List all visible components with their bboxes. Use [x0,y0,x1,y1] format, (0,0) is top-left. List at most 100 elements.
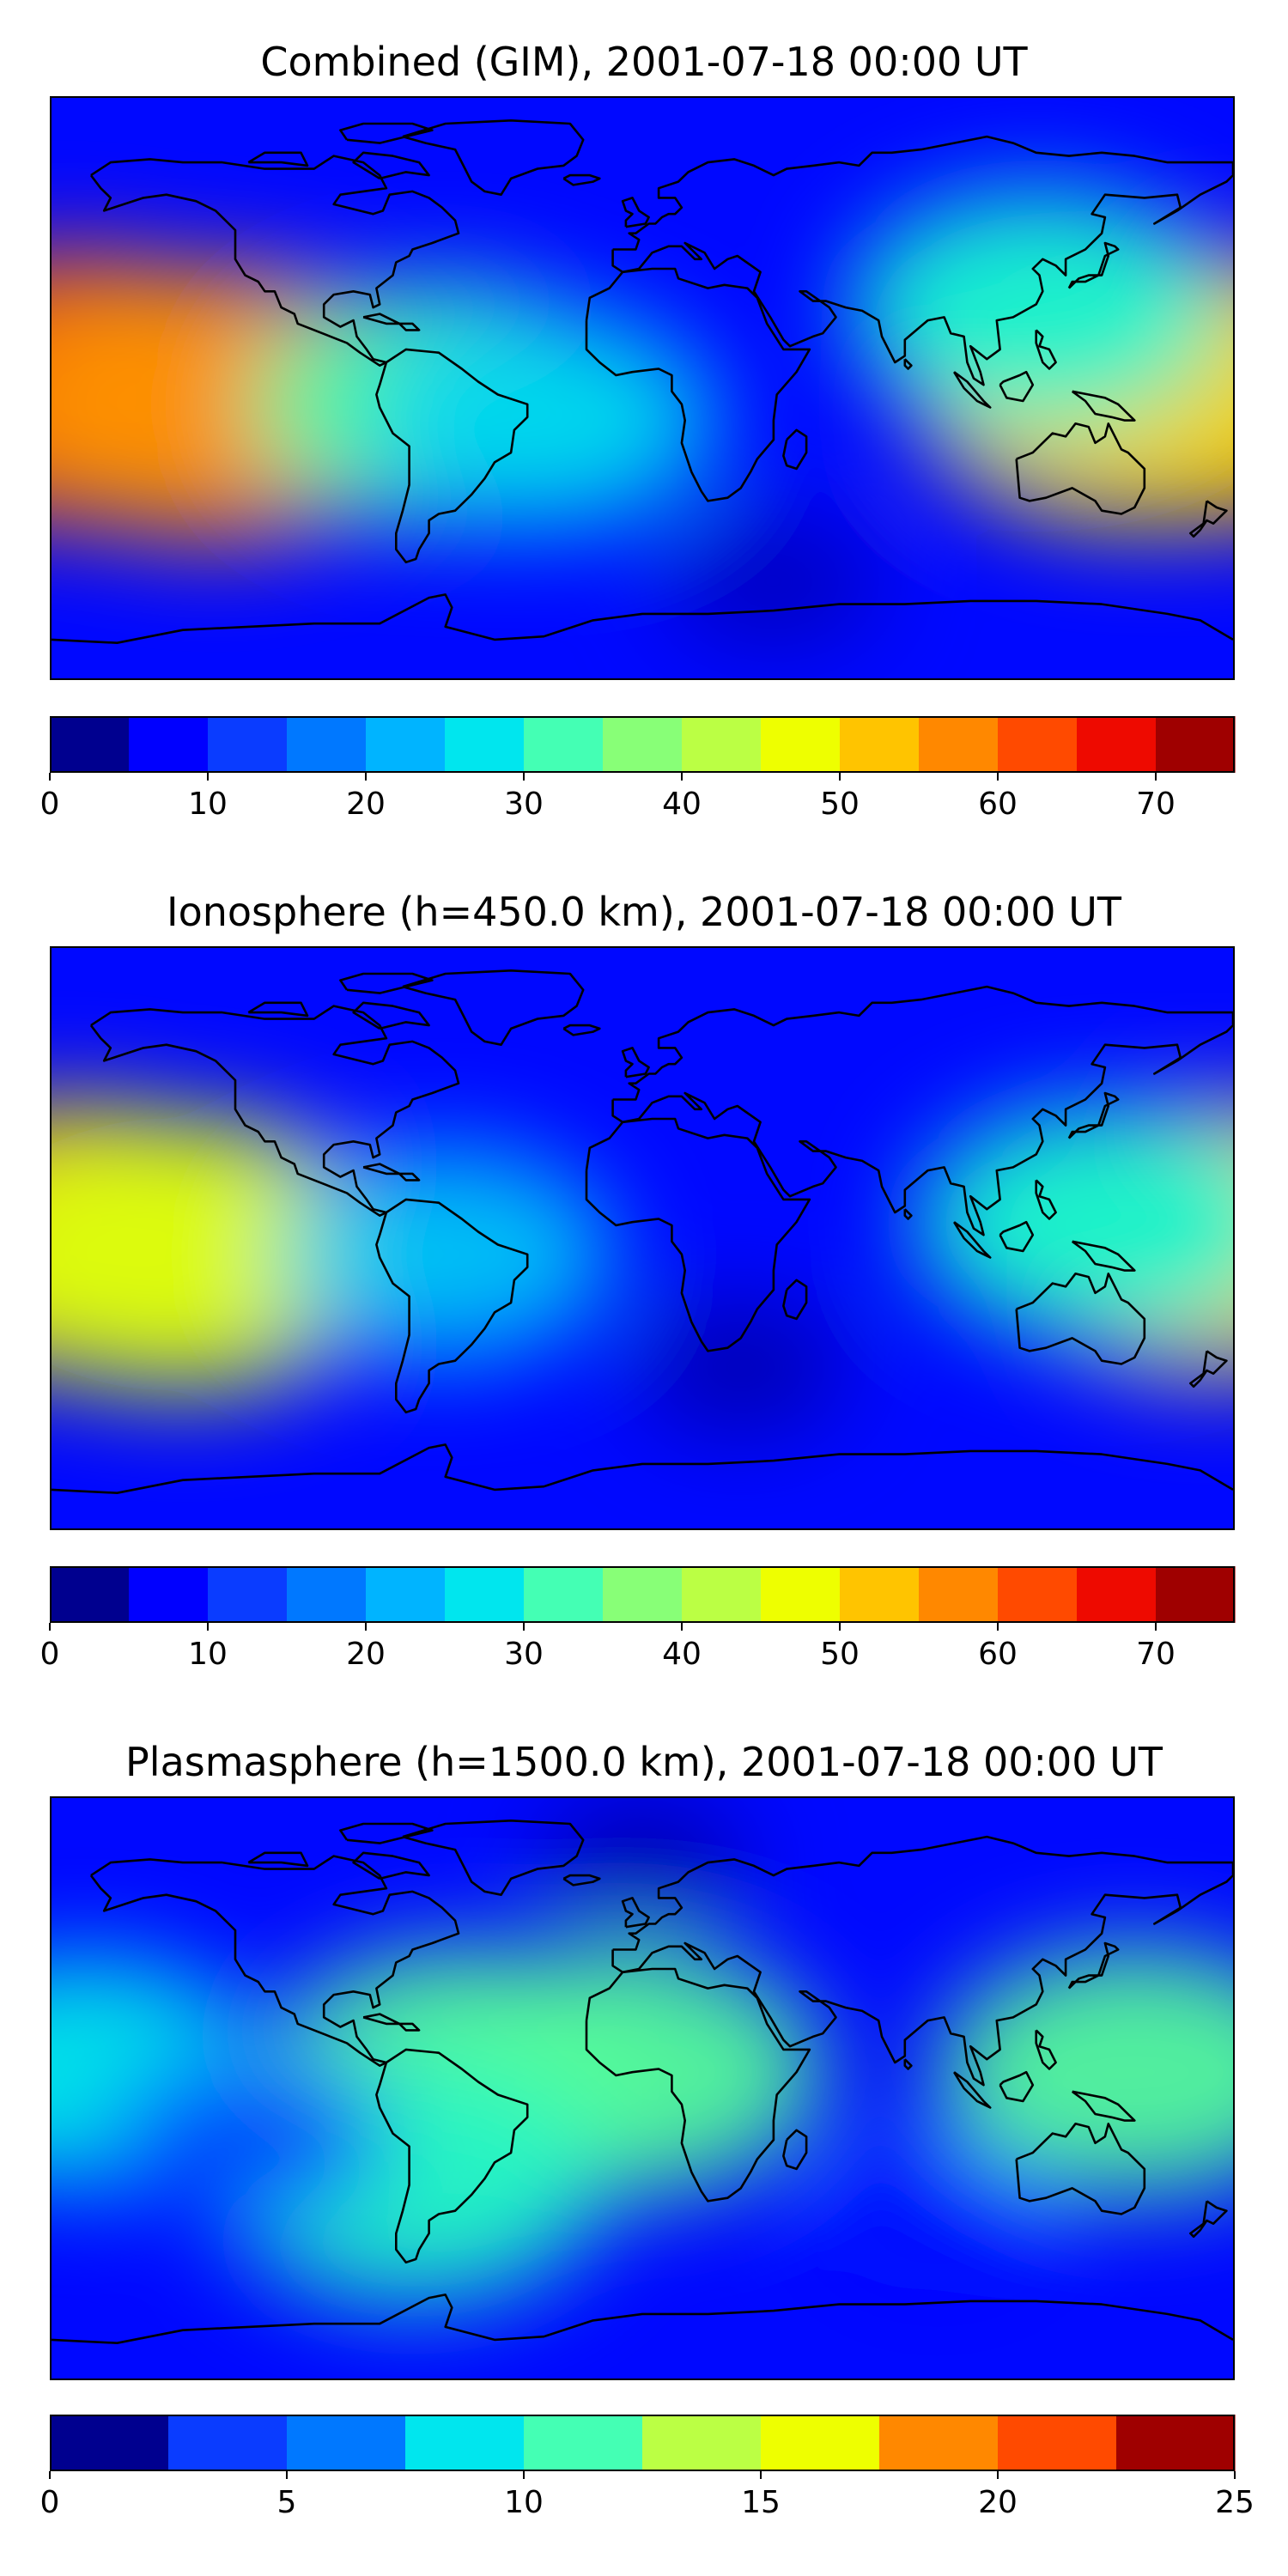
coastline-japan [1067,241,1120,289]
colorbar-frame [50,716,1235,773]
coastline-japan [1067,1091,1120,1139]
colorbar-svg-combined: 0 10 20 30 40 50 60 70 [40,716,1236,822]
coastlines [52,118,1233,645]
coastline-japan [1067,1941,1120,1990]
colorbar-segment [761,2415,880,2471]
coastline-iceland [562,173,601,186]
coastline-madagascar [782,428,808,471]
colorbar-segment [998,2415,1117,2471]
colorbar-segment [1077,1566,1157,1623]
colorbar-segment [840,1566,920,1623]
colorbar-tick-label: 40 [662,1637,702,1672]
coastline-baffin-island [352,1851,430,1880]
colorbar-segment [682,716,762,773]
coastlines [52,1819,1233,2345]
value-field [52,1798,1233,2305]
map-plasmasphere [50,1796,1235,2380]
colorbar-tick-label: 10 [188,787,228,822]
colorbar-tick-label: 70 [1136,1637,1176,1672]
coastline-sri-lanka [903,358,913,370]
colorbar-tick-label: 0 [40,787,60,822]
colorbar-plasmasphere: 0 5 10 15 20 25 [40,2415,1255,2520]
colorbar-tick-label: 60 [978,1637,1018,1672]
colorbar-tick-label: 20 [346,1637,386,1672]
coastline-new-zealand [1189,2200,1228,2239]
coastline-baffin-island [352,151,430,180]
colorbar-segment [287,2415,406,2471]
colorbar-segment [761,1566,841,1623]
coastline-ellesmere-island [339,1822,434,1844]
colorbar-segment [366,1566,446,1623]
colorbar-tick-label: 60 [978,787,1018,822]
coastline-sri-lanka [903,1208,913,1220]
coastline-africa [585,1117,811,1352]
coastline-north-america [89,155,460,368]
colorbar-tick-label: 5 [277,2485,297,2520]
colorbar-segment [919,1566,999,1623]
colorbar-segment [445,716,525,773]
coastline-sumatra [952,2071,992,2109]
colorbar-tick-label: 20 [346,787,386,822]
field-hotspot [275,1148,616,1361]
field-hotspot [636,1302,845,1432]
colorbar-segment [50,716,130,773]
coastline-greenland [402,118,585,196]
coastline-great-britain [621,197,650,228]
colorbar-segment [129,1566,209,1623]
coastline-borneo [999,1220,1035,1253]
coastline-new-guinea [1071,1240,1136,1272]
field-hotspot [935,1947,1233,2197]
colorbar-segment [1156,716,1236,773]
map-svg-plasmasphere [52,1798,1233,2379]
coastline-south-america [375,1198,529,1414]
coastline-antarctica [52,1443,1233,1495]
colorbar-segment [287,1566,367,1623]
coastline-new-guinea [1071,2090,1136,2122]
colorbar-segment [208,1566,288,1623]
colorbar-segment [761,716,841,773]
colorbar-tick-label: 0 [40,1637,60,1672]
colorbar-segment [287,716,367,773]
field-hotspot [817,2142,1058,2293]
value-field [52,1101,1233,1432]
coastline-africa [585,267,811,502]
coastline-sri-lanka [903,2058,913,2070]
colorbar-segment [168,2415,288,2471]
colorbar-frame [50,1566,1235,1623]
colorbar-svg-ionosphere: 0 10 20 30 40 50 60 70 [40,1566,1236,1672]
coastline-philippines [1035,329,1057,370]
colorbar-segment [50,1566,130,1623]
coastline-victoria-island [247,1851,309,1868]
colorbar-tick-label: 10 [504,2485,544,2520]
coastline-south-america [375,348,529,564]
colorbar-combined: 0 10 20 30 40 50 60 70 [40,716,1236,822]
colorbar-frame [50,2415,1235,2471]
colorbar-segment [840,716,920,773]
colorbar-tick-label: 15 [741,2485,781,2520]
coastline-iceland [562,1024,601,1036]
coastline-victoria-island [247,151,309,167]
coastline-australia [1015,422,1146,515]
colorbar-segment [998,1566,1078,1623]
coastlines [52,969,1233,1495]
colorbar-tick-label: 10 [188,1637,228,1672]
panel-title-ionosphere: Ionosphere (h=450.0 km), 2001-07-18 00:0… [167,889,1121,935]
coastline-baffin-island [352,1001,430,1030]
map-svg-combined [52,98,1233,678]
coastline-africa [585,1967,811,2202]
coastline-borneo [999,370,1035,403]
panel-title-combined: Combined (GIM), 2001-07-18 00:00 UT [260,39,1028,85]
colorbar-segment [366,716,446,773]
colorbar-svg-plasmasphere: 0 5 10 15 20 25 [40,2415,1255,2520]
coastline-great-britain [621,1897,650,1929]
colorbar-segment [50,2415,169,2471]
colorbar-segment [1116,2415,1236,2471]
colorbar-tick-label: 30 [504,1637,544,1672]
coastline-new-zealand [1189,500,1228,538]
colorbar-ionosphere: 0 10 20 30 40 50 60 70 [40,1566,1236,1672]
colorbar-segment [879,2415,999,2471]
colorbar-segment [1156,1566,1236,1623]
coastline-hispaniola [398,1172,421,1182]
colorbar-segment [524,1566,604,1623]
coastline-greenland [402,969,585,1046]
